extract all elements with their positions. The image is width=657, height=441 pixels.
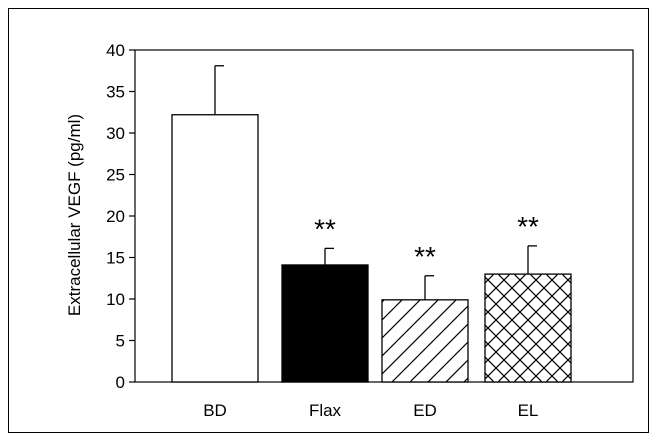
bar-bd: [171, 114, 259, 383]
y-tick-label: 30: [106, 124, 125, 143]
bar-el: [484, 273, 572, 383]
x-tick-label: BD: [203, 401, 227, 420]
x-tick-label: Flax: [309, 401, 342, 420]
y-tick-label: 20: [106, 207, 125, 226]
significance-marker: **: [517, 211, 539, 242]
significance-marker: **: [314, 213, 336, 244]
x-tick-label: ED: [413, 401, 437, 420]
figure-frame: [8, 8, 649, 433]
y-axis-label: Extracellular VEGF (pg/ml): [65, 114, 84, 316]
y-tick-label: 40: [106, 41, 125, 60]
y-tick-label: 15: [106, 249, 125, 268]
y-tick-label: 25: [106, 166, 125, 185]
y-tick-label: 10: [106, 290, 125, 309]
y-tick-label: 5: [116, 332, 125, 351]
x-tick-label: EL: [518, 401, 539, 420]
significance-marker: **: [414, 241, 436, 272]
y-tick-label: 0: [116, 373, 125, 392]
y-tick-label: 35: [106, 83, 125, 102]
bar-flax: [281, 264, 369, 383]
bar-ed: [381, 299, 469, 383]
